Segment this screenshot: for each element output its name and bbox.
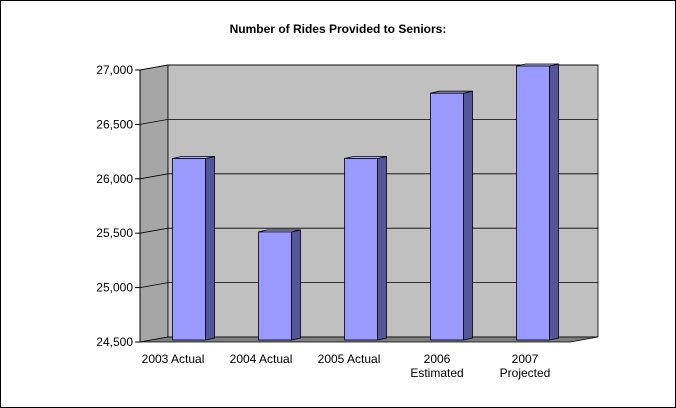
gridline-side (139, 173, 169, 180)
side-wall (139, 64, 169, 343)
x-tick-label: 2006 (424, 352, 451, 366)
y-tick-label: 25,000 (96, 281, 133, 295)
bar (258, 231, 292, 341)
bar (430, 92, 464, 341)
x-tick-label: Projected (500, 366, 551, 380)
bar-side (549, 63, 559, 341)
y-tick-label: 25,500 (96, 226, 133, 240)
x-tick-label: 2005 Actual (318, 352, 381, 366)
bar (344, 158, 378, 341)
gridline-side (139, 227, 169, 234)
y-tick-label: 27,000 (96, 63, 133, 77)
x-tick-label: 2003 Actual (142, 352, 205, 366)
bar-side (205, 155, 215, 341)
bar-side (377, 155, 387, 341)
bar (172, 158, 206, 341)
y-tick-label: 24,500 (96, 335, 133, 349)
y-tick-label: 26,500 (96, 117, 133, 131)
y-tick-label: 26,000 (96, 172, 133, 186)
bar-side (463, 90, 473, 341)
gridline-side (139, 282, 169, 288)
x-tick-label: Estimated (410, 366, 463, 380)
chart-title: Number of Rides Provided to Seniors: (229, 22, 447, 36)
x-tick-label: 2004 Actual (230, 352, 293, 366)
bar (516, 65, 550, 341)
x-tick-label: 2007 (512, 352, 539, 366)
gridline-side (139, 119, 169, 125)
bar-side (291, 229, 301, 341)
gridline-side (139, 64, 169, 71)
